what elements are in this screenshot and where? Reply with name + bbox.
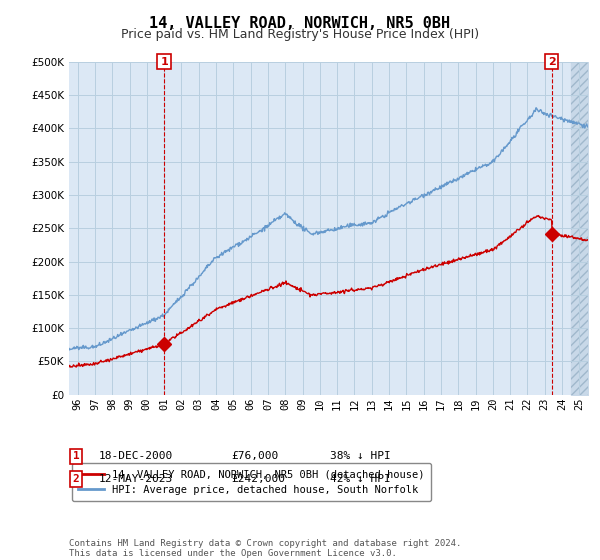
- Text: 1: 1: [73, 451, 80, 461]
- Legend: 14, VALLEY ROAD, NORWICH, NR5 0BH (detached house), HPI: Average price, detached: 14, VALLEY ROAD, NORWICH, NR5 0BH (detac…: [71, 463, 431, 501]
- Text: 2: 2: [548, 57, 556, 67]
- Text: Contains HM Land Registry data © Crown copyright and database right 2024.
This d: Contains HM Land Registry data © Crown c…: [69, 539, 461, 558]
- Text: 38% ↓ HPI: 38% ↓ HPI: [330, 451, 391, 461]
- Text: Price paid vs. HM Land Registry's House Price Index (HPI): Price paid vs. HM Land Registry's House …: [121, 28, 479, 41]
- Text: 2: 2: [73, 474, 80, 484]
- Text: 12-MAY-2023: 12-MAY-2023: [99, 474, 173, 484]
- Text: 42% ↓ HPI: 42% ↓ HPI: [330, 474, 391, 484]
- Text: 18-DEC-2000: 18-DEC-2000: [99, 451, 173, 461]
- Text: £76,000: £76,000: [231, 451, 278, 461]
- Text: £242,000: £242,000: [231, 474, 285, 484]
- Text: 1: 1: [160, 57, 168, 67]
- Bar: [571, 62, 596, 395]
- Text: 14, VALLEY ROAD, NORWICH, NR5 0BH: 14, VALLEY ROAD, NORWICH, NR5 0BH: [149, 16, 451, 31]
